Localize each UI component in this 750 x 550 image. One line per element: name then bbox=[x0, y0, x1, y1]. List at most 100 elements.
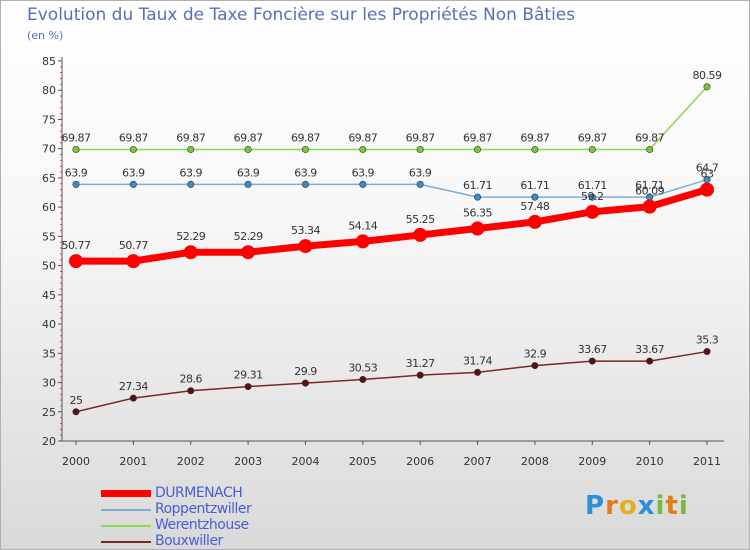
data-point bbox=[642, 199, 657, 214]
data-label: 31.74 bbox=[463, 354, 492, 367]
x-tick-label: 2010 bbox=[636, 455, 664, 468]
data-point bbox=[301, 145, 309, 153]
x-tick-label: 2007 bbox=[464, 455, 492, 468]
y-tick-label: 75 bbox=[42, 113, 56, 126]
data-point bbox=[359, 145, 367, 153]
x-tick-label: 2003 bbox=[234, 455, 262, 468]
series-line bbox=[72, 186, 711, 265]
data-point bbox=[413, 227, 428, 242]
series-bouxwiller: 25 27.34 28.6 29.31 29.9 30.53 31.27 31.74 32.9 3… bbox=[70, 334, 719, 416]
logo-letter: o bbox=[618, 491, 638, 521]
data-point bbox=[646, 357, 654, 365]
x-tick-label: 2006 bbox=[406, 455, 434, 468]
data-point bbox=[531, 362, 539, 370]
data-label: 59.2 bbox=[581, 190, 604, 203]
chart-subtitle: (en %) bbox=[27, 29, 64, 42]
series-roppentzwiller: 63.9 63.9 63.9 63.9 63.9 63.9 63.9 61.71 61.71 61… bbox=[65, 162, 719, 201]
data-point bbox=[126, 254, 141, 269]
data-point bbox=[416, 145, 424, 153]
logo-letter: i bbox=[678, 491, 689, 521]
data-label: 69.87 bbox=[176, 131, 205, 144]
data-label: 63.9 bbox=[122, 166, 145, 179]
data-label: 32.9 bbox=[524, 348, 547, 361]
y-tick-label: 25 bbox=[42, 406, 56, 419]
x-tick-label: 2000 bbox=[62, 455, 90, 468]
data-point bbox=[646, 145, 654, 153]
data-point bbox=[244, 383, 252, 391]
data-label: 69.87 bbox=[291, 131, 320, 144]
data-point bbox=[416, 371, 424, 379]
data-label: 29.31 bbox=[234, 369, 263, 382]
data-label: 69.87 bbox=[635, 131, 664, 144]
data-label: 80.59 bbox=[693, 69, 722, 82]
y-tick-label: 35 bbox=[42, 347, 56, 360]
data-label: 50.77 bbox=[62, 239, 91, 252]
data-label: 61.71 bbox=[463, 179, 492, 192]
legend-label: Roppentzwiller bbox=[155, 501, 252, 517]
y-tick-label: 70 bbox=[42, 143, 56, 156]
data-label: 63.9 bbox=[409, 166, 432, 179]
data-point bbox=[69, 254, 83, 269]
data-label: 69.87 bbox=[119, 131, 148, 144]
data-label: 27.34 bbox=[119, 380, 148, 393]
data-label: 63.9 bbox=[352, 166, 375, 179]
data-label: 63.9 bbox=[179, 166, 202, 179]
data-label: 61.71 bbox=[578, 179, 607, 192]
data-label: 69.87 bbox=[520, 131, 549, 144]
legend-label: DURMENACH bbox=[155, 485, 243, 501]
y-tick-label: 55 bbox=[42, 230, 56, 243]
data-label: 69.87 bbox=[62, 131, 91, 144]
data-label: 63.9 bbox=[294, 166, 317, 179]
data-point bbox=[359, 180, 367, 188]
data-point bbox=[301, 180, 309, 188]
data-point bbox=[703, 348, 711, 356]
data-label: 35.3 bbox=[696, 334, 719, 347]
data-point bbox=[474, 145, 482, 153]
series-layer: 69.87 69.87 69.87 69.87 69.87 69.87 69.87 69.87… bbox=[62, 69, 722, 416]
logo-letter: r bbox=[605, 491, 619, 521]
y-tick-label: 80 bbox=[42, 84, 56, 97]
y-tick-label: 85 bbox=[42, 55, 56, 68]
data-point bbox=[474, 193, 482, 201]
data-point bbox=[588, 357, 596, 365]
y-tick-label: 45 bbox=[42, 289, 56, 302]
data-point bbox=[588, 145, 596, 153]
data-point bbox=[301, 379, 309, 387]
data-label: 31.27 bbox=[406, 357, 435, 370]
data-label: 63 bbox=[701, 168, 714, 181]
data-label: 63.9 bbox=[237, 166, 260, 179]
x-tick-label: 2004 bbox=[291, 455, 319, 468]
data-point bbox=[700, 182, 714, 197]
data-label: 56.35 bbox=[463, 206, 492, 219]
data-point bbox=[187, 387, 195, 395]
legend-swatch bbox=[101, 525, 151, 527]
data-point bbox=[585, 204, 600, 219]
data-label: 69.87 bbox=[463, 131, 492, 144]
data-point bbox=[703, 83, 711, 91]
data-point bbox=[72, 145, 80, 153]
data-label: 52.29 bbox=[234, 230, 263, 243]
series-werentzhouse: 69.87 69.87 69.87 69.87 69.87 69.87 69.87 69.87… bbox=[62, 69, 722, 153]
logo-letter: t bbox=[665, 491, 679, 521]
data-point bbox=[244, 145, 252, 153]
data-label: 61.71 bbox=[635, 179, 664, 192]
logo-letter: P bbox=[585, 491, 606, 521]
legend-swatch bbox=[101, 541, 151, 543]
data-point bbox=[588, 193, 596, 201]
series-line bbox=[75, 178, 708, 198]
data-point bbox=[183, 245, 198, 260]
data-label: 57.48 bbox=[520, 200, 549, 213]
data-point bbox=[298, 239, 313, 254]
data-label: 64.7 bbox=[696, 162, 719, 175]
data-label: 63.9 bbox=[65, 166, 88, 179]
y-tick-label: 40 bbox=[42, 318, 56, 331]
data-point bbox=[187, 145, 195, 153]
data-point bbox=[129, 180, 137, 188]
data-label: 28.6 bbox=[179, 373, 202, 386]
data-point bbox=[129, 394, 137, 402]
data-label: 61.71 bbox=[520, 179, 549, 192]
data-label: 25 bbox=[70, 394, 83, 407]
data-label: 69.87 bbox=[234, 131, 263, 144]
data-label: 33.67 bbox=[578, 343, 607, 356]
